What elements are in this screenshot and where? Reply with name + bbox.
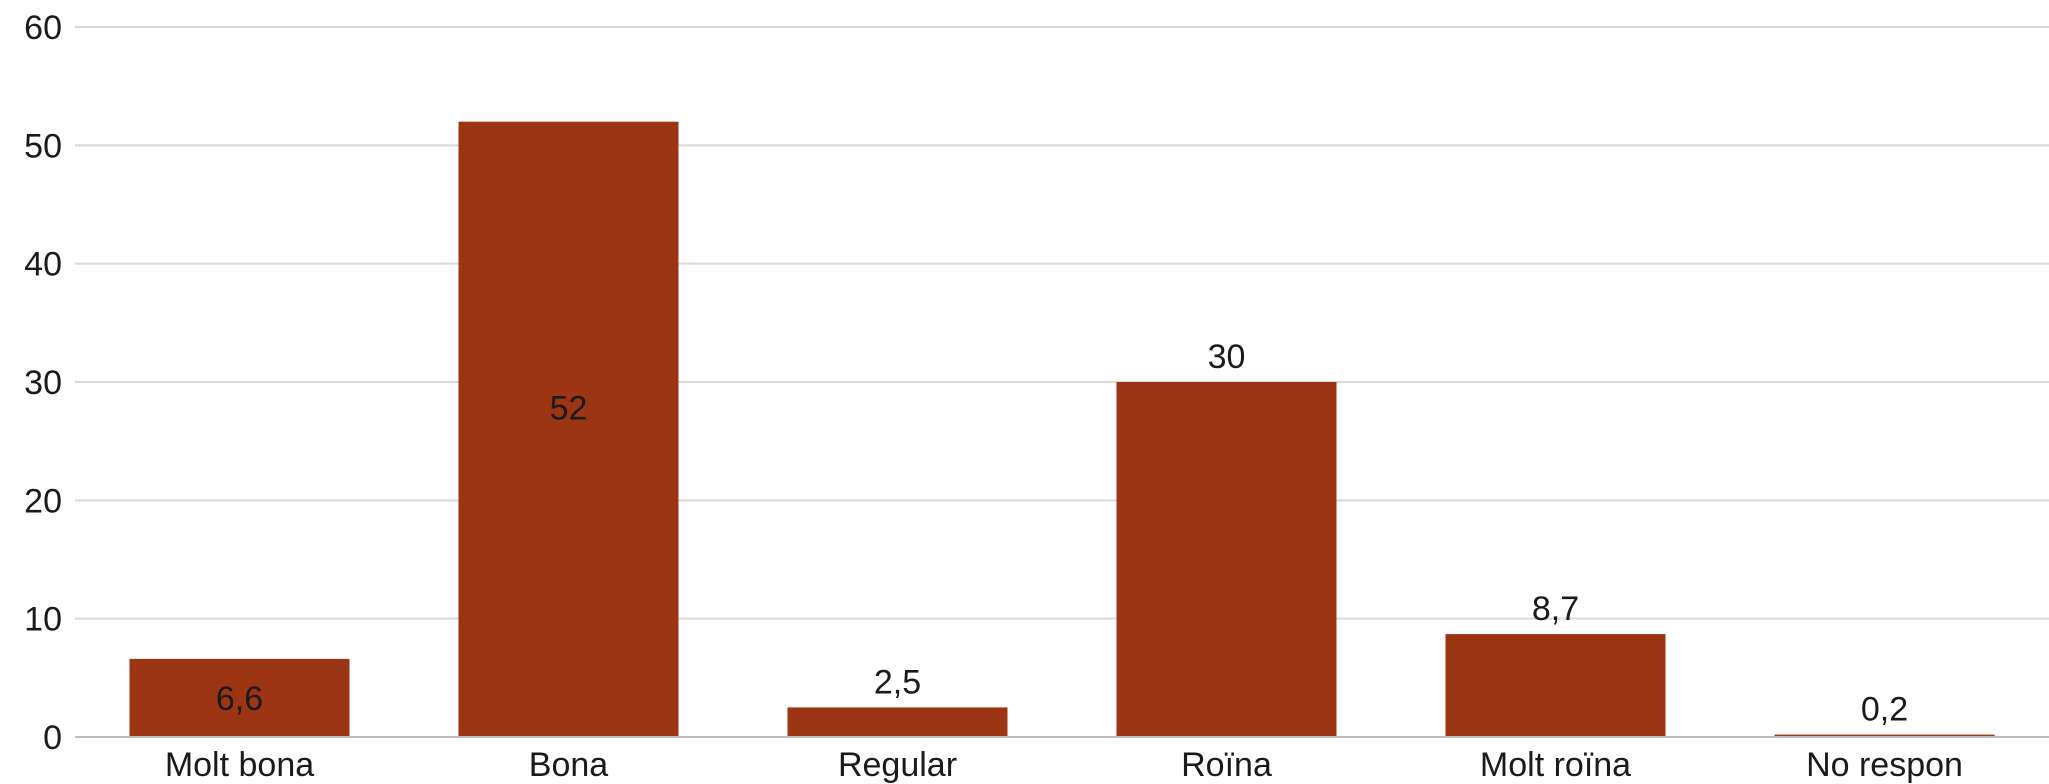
x-category-label: Molt bona <box>165 746 314 784</box>
gridlines <box>75 26 2049 620</box>
data-label: 6,6 <box>216 680 263 718</box>
bar <box>1774 734 1995 737</box>
y-tick-label: 60 <box>24 9 62 47</box>
x-category-label: Bona <box>529 746 608 784</box>
x-category-label: Roïna <box>1181 746 1272 784</box>
data-label: 0,2 <box>1861 691 1908 729</box>
y-tick-label: 30 <box>24 364 62 402</box>
data-label: 30 <box>1208 338 1246 376</box>
data-labels: 6,6 52 2,5 30 8,7 0,2 <box>216 338 1908 729</box>
x-category-label: Molt roïna <box>1480 746 1631 784</box>
data-label: 2,5 <box>874 663 921 701</box>
y-axis-ticks: 0 10 20 30 40 50 60 <box>24 9 62 757</box>
category-labels: Molt bona Bona Regular Roïna Molt roïna No re… <box>165 746 1963 784</box>
y-tick-label: 50 <box>24 127 62 165</box>
x-category-label: Regular <box>838 746 957 784</box>
bar <box>458 121 679 737</box>
y-tick-label: 0 <box>43 719 62 757</box>
y-tick-label: 20 <box>24 482 62 520</box>
data-label: 8,7 <box>1532 590 1579 628</box>
bar <box>1445 634 1666 737</box>
x-category-label: No respon <box>1806 746 1963 784</box>
bar <box>1116 382 1337 737</box>
bar <box>787 707 1008 737</box>
y-tick-label: 40 <box>24 246 62 284</box>
y-tick-label: 10 <box>24 601 62 639</box>
data-label: 52 <box>550 389 588 427</box>
bars <box>129 121 1995 737</box>
bar <box>129 658 350 737</box>
